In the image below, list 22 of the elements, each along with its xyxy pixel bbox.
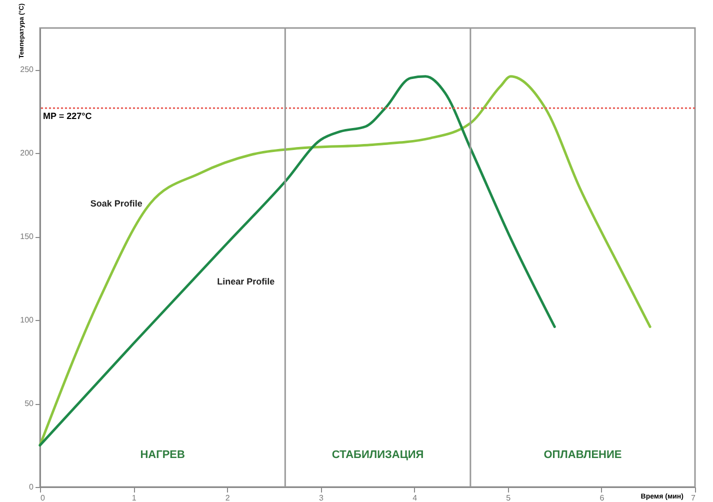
series-label: Linear Profile	[217, 276, 275, 286]
annotation: СТАБИЛИЗАЦИЯ	[332, 449, 424, 461]
x-tick-label: 7	[691, 494, 696, 502]
y-tick-label: 200	[20, 148, 34, 158]
x-tick-label: 6	[600, 494, 605, 502]
y-tick-label: 100	[20, 316, 34, 325]
x-tick-label: 4	[412, 494, 418, 502]
x-tick-label: 0	[40, 494, 46, 502]
x-tick-label: 1	[132, 494, 137, 502]
annotation: НАГРЕВ	[140, 449, 185, 461]
x-tick-label: 5	[506, 494, 512, 502]
y-tick-label: 0	[29, 482, 34, 492]
annotation: ОПЛАВЛЕНИЕ	[544, 449, 622, 461]
ref-line-label: MP = 227°C	[43, 111, 92, 122]
y-tick-label: 150	[20, 232, 34, 242]
series-label: Soak Profile	[90, 198, 142, 208]
x-tick-label: 3	[318, 494, 324, 502]
x-tick-label: 2	[225, 494, 230, 502]
y-tick-label: 250	[20, 65, 34, 74]
y-tick-label: 50	[24, 399, 34, 408]
line-series	[38, 75, 556, 447]
line-series	[38, 75, 652, 447]
